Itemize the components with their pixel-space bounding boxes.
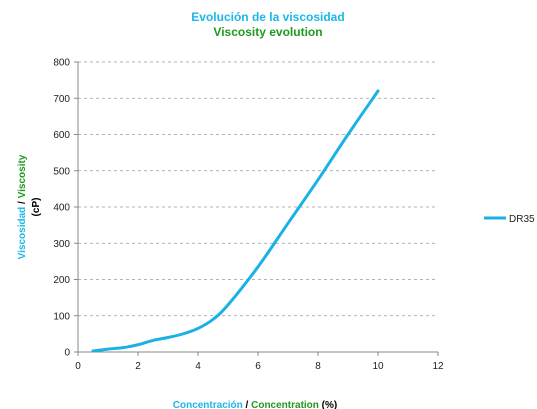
y-tick-label: 300	[53, 239, 70, 250]
y-axis-label-es: Viscosidad	[17, 207, 28, 260]
y-tick-label: 100	[53, 311, 70, 322]
y-axis-title: Viscosidad / Viscosity (cP)	[17, 154, 42, 259]
chart-title-es: Evolución de la viscosidad	[191, 10, 344, 24]
x-tick-label: 0	[75, 361, 81, 372]
y-tick-label: 400	[53, 203, 70, 214]
x-tick-label: 10	[372, 361, 384, 372]
y-tick-label: 0	[64, 348, 70, 359]
x-tick-label: 12	[432, 361, 444, 372]
legend-label-dr35: DR35	[509, 214, 535, 225]
x-tick-label: 6	[255, 361, 261, 372]
x-axis-title: Concentración / Concentration (%)	[173, 400, 337, 409]
x-axis-unit: (%)	[319, 400, 337, 409]
y-axis-unit: (cP)	[31, 198, 42, 217]
legend: DR35	[484, 214, 535, 225]
y-tick-label: 700	[53, 94, 70, 105]
x-axis-label-es: Concentración	[173, 400, 243, 409]
axes	[74, 61, 439, 356]
x-axis-label-sep: /	[243, 400, 251, 409]
y-tick-labels: 0 100 200 300 400 500 600 700 800	[53, 58, 70, 359]
series-lines	[91, 89, 380, 353]
x-tick-label: 4	[195, 361, 201, 372]
y-tick-label: 800	[53, 58, 70, 69]
x-tick-labels: 0 2 4 6 8 10 12	[75, 361, 444, 372]
y-tick-label: 600	[53, 130, 70, 141]
y-tick-label: 500	[53, 166, 70, 177]
y-axis-label-en: Viscosity	[17, 154, 28, 198]
svg-text:Viscosidad / Viscosity: Viscosidad / Viscosity	[17, 154, 28, 259]
gridlines	[78, 61, 438, 317]
x-axis-label-en: Concentration	[251, 400, 319, 409]
y-axis-label-sep: /	[17, 198, 28, 206]
chart-title-en: Viscosity evolution	[213, 25, 322, 39]
x-tick-label: 2	[135, 361, 141, 372]
y-tick-label: 200	[53, 275, 70, 286]
series-line-dr35	[91, 89, 380, 353]
x-tick-label: 8	[315, 361, 321, 372]
